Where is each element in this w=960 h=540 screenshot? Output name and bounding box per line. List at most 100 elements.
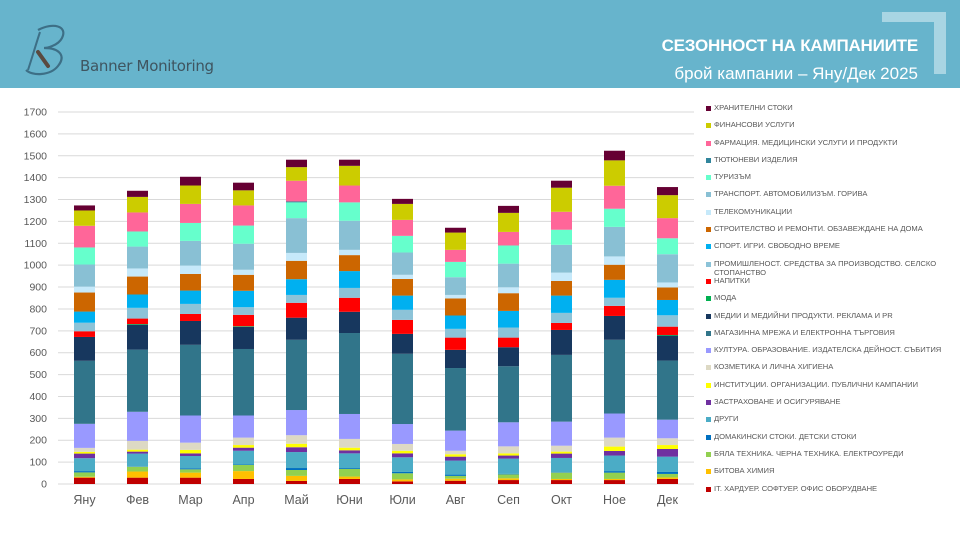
bar-segment (392, 203, 413, 220)
legend-item: ДРУГИ (706, 414, 956, 424)
bar-segment (604, 478, 625, 481)
legend-item: КОЗМЕТИКА И ЛИЧНА ХИГИЕНА (706, 362, 956, 372)
bar-segment (604, 160, 625, 186)
legend-label: КУЛТУРА. ОБРАЗОВАНИЕ. ИЗДАТЕЛСКА ДЕЙНОСТ… (714, 345, 942, 354)
bar-segment (551, 421, 572, 446)
y-tick-label: 500 (29, 369, 47, 381)
bar-segment (74, 311, 95, 323)
bar-segment (339, 271, 360, 288)
bar-segment (127, 477, 148, 484)
legend-item: ПРОМИШЛЕНОСТ. СРЕДСТВА ЗА ПРОИЗВОДСТВО. … (706, 259, 956, 277)
legend-label: СПОРТ. ИГРИ. СВОБОДНО ВРЕМЕ (714, 241, 840, 250)
bar-segment (498, 293, 519, 311)
bar-segment (551, 244, 572, 273)
bar-segment (233, 269, 254, 275)
bar-segment (392, 473, 413, 480)
bar-segment (180, 303, 201, 314)
legend-swatch (706, 434, 711, 440)
bar-segment (339, 311, 360, 334)
bar-segment (74, 472, 95, 477)
bar-segment (551, 472, 572, 479)
bar-segment (604, 450, 625, 456)
bar-segment (604, 297, 625, 306)
bar-segment (127, 471, 148, 478)
legend-item: ДОМАКИНСКИ СТОКИ. ДЕТСКИ СТОКИ (706, 432, 956, 442)
bar-segment (445, 249, 466, 262)
bar-segment (339, 478, 360, 484)
legend-swatch (706, 468, 711, 474)
legend-label: ИНСТИТУЦИИ. ОРГАНИЗАЦИИ. ПУБЛИЧНИ КАМПАН… (714, 380, 919, 389)
bar-segment (339, 468, 360, 469)
bar-segment (392, 353, 413, 425)
legend-label: МОДА (714, 293, 737, 302)
legend-item: IT. ХАРДУЕР. СОФТУЕР. ОФИС ОБОРУДВАНЕ (706, 484, 956, 494)
bar-segment (551, 354, 572, 422)
bar-segment (180, 203, 201, 223)
bar-segment (180, 455, 201, 469)
bar-segment (339, 220, 360, 250)
bar-segment (286, 447, 307, 453)
legend-label: МАГАЗИННА МРЕЖА И ЕЛЕКТРОННА ТЪРГОВИЯ (714, 328, 895, 337)
bar-segment (392, 278, 413, 296)
bar-segment (551, 329, 572, 355)
bar-segment (445, 337, 466, 350)
x-tick-label: Апр (232, 493, 254, 507)
legend-item: МЕДИИ И МЕДИЙНИ ПРОДУКТИ. РЕКЛАМА И PR (706, 311, 956, 321)
bar-segment (498, 458, 519, 474)
x-tick-label: Сеп (497, 493, 520, 507)
legend-swatch (706, 364, 711, 370)
bar-segment (127, 440, 148, 450)
legend-swatch (706, 191, 711, 197)
bar-segment (392, 219, 413, 236)
bar-segment (74, 331, 95, 337)
legend-swatch (706, 243, 711, 249)
legend-item: ТЕЛЕКОМУНИКАЦИИ (706, 207, 956, 217)
bar-segment (180, 344, 201, 416)
bar-segment (604, 305, 625, 316)
bar-segment (339, 447, 360, 451)
bar-segment (339, 476, 360, 479)
legend-label: ТЮТЮНЕВИ ИЗДЕЛИЯ (714, 155, 798, 164)
bar-segment (127, 294, 148, 308)
bar-segment (657, 187, 678, 196)
bar-segment (657, 477, 678, 479)
bar-segment (498, 205, 519, 213)
bar-segment (551, 453, 572, 458)
bar-segment (286, 480, 307, 484)
bar-segment (180, 290, 201, 304)
bar-segment (498, 453, 519, 456)
bar-segment (180, 320, 201, 345)
bar-segment (127, 451, 148, 454)
legend-swatch (706, 347, 711, 353)
bar-segment (286, 202, 307, 219)
bar-segment (657, 282, 678, 288)
legend-item: БИТОВА ХИМИЯ (706, 466, 956, 476)
bar-segment (127, 231, 148, 247)
banner-monitoring-logo (25, 24, 65, 76)
bar-segment (392, 424, 413, 444)
bar-segment (604, 413, 625, 438)
bar-segment (286, 468, 307, 470)
bar-segment (445, 294, 466, 299)
legend-swatch (706, 226, 711, 232)
legend-label: ДРУГИ (714, 414, 739, 423)
bar-segment (286, 279, 307, 295)
legend-item: ТУРИЗЪМ (706, 172, 956, 182)
legend-swatch (706, 157, 711, 163)
bar-segment (180, 415, 201, 443)
legend-swatch (706, 295, 711, 301)
y-tick-label: 300 (29, 413, 47, 425)
bar-segment (498, 245, 519, 264)
bar-segment (233, 290, 254, 308)
bar-segment (445, 460, 466, 475)
bar-segment (74, 336, 95, 361)
bar-segment (339, 413, 360, 439)
y-tick-label: 1000 (24, 260, 48, 272)
legend-label: ТЕЛЕКОМУНИКАЦИИ (714, 207, 793, 216)
y-tick-label: 1700 (24, 107, 48, 119)
bar-segment (286, 410, 307, 436)
x-tick-label: Окт (551, 493, 572, 507)
header-band (0, 0, 960, 88)
bar-segment (286, 475, 307, 481)
bar-segment (127, 349, 148, 412)
